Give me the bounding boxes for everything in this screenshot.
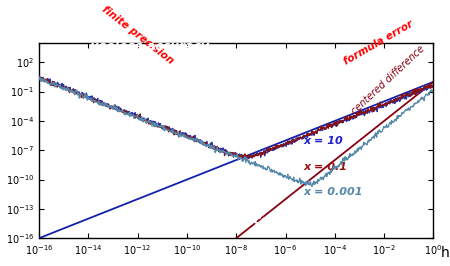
Text: formula error: formula error bbox=[342, 19, 415, 67]
Text: useless accuracy: useless accuracy bbox=[90, 40, 209, 53]
Text: x = 10: x = 10 bbox=[303, 136, 343, 146]
Text: x = 0.001: x = 0.001 bbox=[303, 187, 363, 197]
Text: desired accuracy: desired accuracy bbox=[188, 214, 307, 227]
X-axis label: h: h bbox=[441, 246, 450, 260]
Text: x = 0.1: x = 0.1 bbox=[303, 162, 347, 172]
Text: centered difference: centered difference bbox=[350, 43, 427, 116]
Text: finite precision: finite precision bbox=[100, 5, 176, 66]
